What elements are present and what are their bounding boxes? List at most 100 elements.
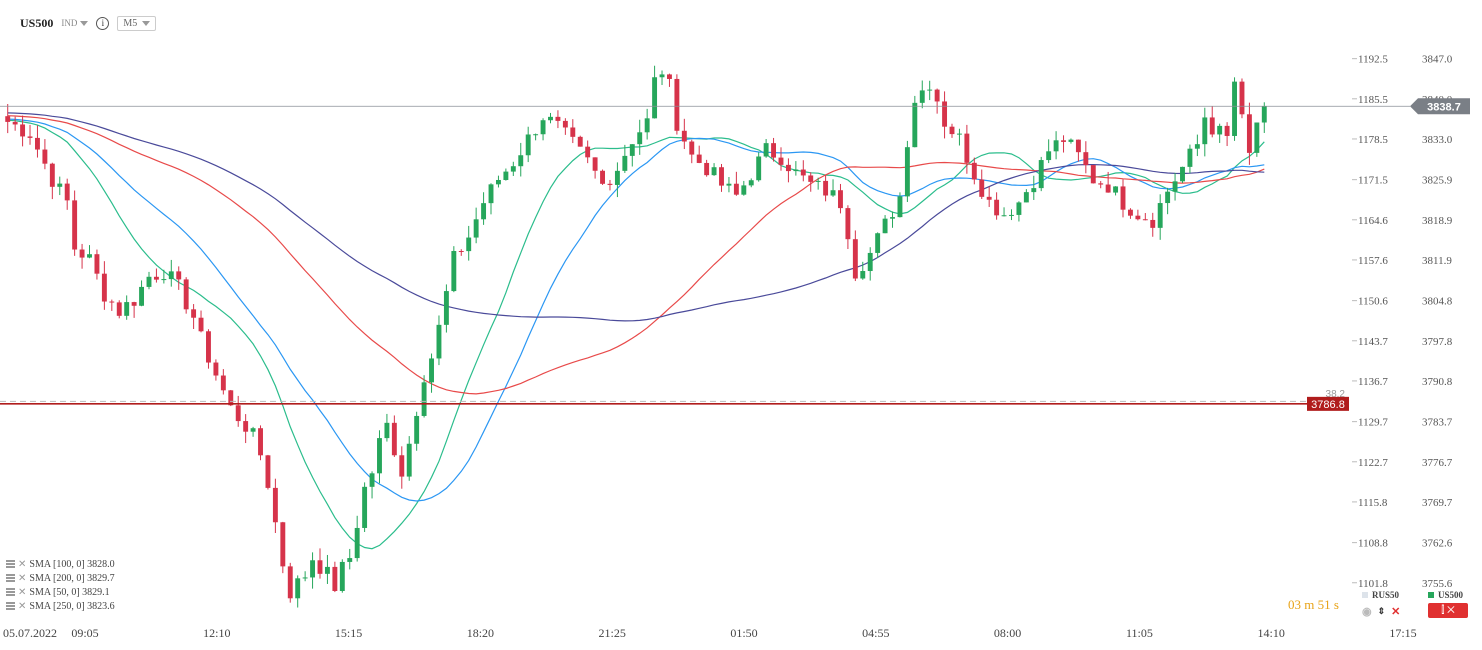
candle-body: [399, 455, 405, 477]
candle-body: [570, 127, 576, 137]
candle-body: [1016, 202, 1022, 215]
candle-body: [1150, 219, 1156, 228]
timeframe-select[interactable]: M5: [117, 15, 157, 31]
chevron-down-icon: [80, 20, 89, 26]
x-tick-label: 14:10: [1258, 626, 1285, 640]
candle-body: [845, 208, 851, 240]
candle-body: [1009, 214, 1014, 216]
compare-symbol-panel[interactable]: RUS50 ◉ ⇕ ✕: [1362, 590, 1400, 618]
candle-body: [243, 421, 249, 432]
y-tick-label-outer: 3818.9: [1422, 215, 1453, 227]
candle-body: [295, 578, 301, 599]
candle-body: [644, 118, 650, 133]
main-symbol-label: US500: [1438, 590, 1464, 600]
candle-body: [131, 302, 137, 306]
close-icon[interactable]: ✕: [18, 600, 27, 612]
candle-body: [942, 101, 948, 127]
candle-body: [919, 90, 925, 103]
chart-header: US500 IND i M5: [14, 12, 157, 34]
timeframe-label: M5: [123, 17, 138, 29]
candle-body: [756, 156, 762, 181]
candle-body: [503, 171, 509, 180]
candle-body: [139, 286, 145, 306]
close-icon[interactable]: ✕: [1391, 606, 1401, 618]
y-tick-label-inner: 1164.6: [1358, 215, 1388, 227]
candle-body: [808, 175, 814, 182]
candle-body: [726, 183, 732, 186]
candle-body: [1068, 139, 1074, 142]
candles: [5, 65, 1267, 608]
settings-icon[interactable]: [6, 602, 15, 610]
candle-body: [369, 473, 375, 487]
candle-body: [1209, 117, 1215, 135]
candle-body: [555, 116, 561, 121]
y-tick-label-inner: 1178.5: [1358, 134, 1388, 146]
candle-body: [793, 169, 799, 172]
main-symbol-panel[interactable]: US500: [1428, 590, 1463, 600]
axes: 1192.53847.01185.53840.01178.53833.01171…: [3, 54, 1453, 640]
legend-item[interactable]: ✕ SMA [50, 0] 3829.1: [6, 585, 115, 599]
candle-body: [302, 577, 308, 579]
candle-body: [272, 487, 278, 523]
candle-body: [191, 309, 197, 318]
candle-body: [867, 252, 873, 272]
candle-body: [1202, 117, 1208, 145]
y-tick-label-inner: 1136.7: [1358, 376, 1388, 388]
candle-body: [525, 134, 531, 156]
candle-body: [146, 276, 152, 287]
x-tick-label: 01:50: [730, 626, 757, 640]
instrument-type[interactable]: IND: [61, 18, 89, 28]
candle-body: [64, 183, 70, 201]
candle-body: [533, 134, 539, 136]
y-tick-label-outer: 3811.9: [1422, 255, 1452, 267]
candle-body: [451, 251, 457, 292]
candle-body: [436, 324, 442, 359]
eye-icon[interactable]: ◉: [1362, 606, 1372, 618]
legend-item[interactable]: ✕ SMA [100, 0] 3828.0: [6, 557, 115, 571]
candle-body: [763, 143, 769, 157]
settings-icon[interactable]: [6, 588, 15, 596]
sort-icon[interactable]: ⇕: [1377, 606, 1386, 616]
y-tick-label-inner: 1157.6: [1358, 255, 1388, 267]
close-icon[interactable]: ✕: [18, 572, 27, 584]
legend-item[interactable]: ✕ SMA [200, 0] 3829.7: [6, 571, 115, 585]
candle-body: [696, 154, 702, 163]
x-tick-label: 05.07.2022: [3, 626, 57, 640]
candle-body: [704, 162, 710, 176]
instrument-type-label: IND: [61, 18, 78, 28]
close-icon[interactable]: ✕: [18, 586, 27, 598]
candle-body: [429, 358, 434, 383]
candle-countdown: 03 m 51 s: [1288, 597, 1339, 612]
candle-body: [473, 219, 479, 238]
y-tick-label-inner: 1129.7: [1358, 417, 1388, 429]
candle-body: [711, 167, 717, 176]
settings-icon[interactable]: [6, 574, 15, 582]
close-icon[interactable]: ✕: [18, 558, 27, 570]
x-tick-label: 04:55: [862, 626, 889, 640]
candle-body: [1061, 140, 1066, 142]
candle-body: [414, 415, 420, 444]
candle-body: [228, 390, 234, 406]
x-tick-label: 12:10: [203, 626, 230, 640]
candle-body: [287, 566, 293, 599]
candle-body: [57, 183, 63, 187]
candle-body: [206, 331, 211, 363]
info-icon[interactable]: i: [96, 16, 110, 30]
candle-body: [161, 279, 167, 281]
x-tick-label: 18:20: [467, 626, 494, 640]
legend-item[interactable]: ✕ SMA [250, 0] 3823.6: [6, 599, 115, 613]
y-tick-label-outer: 3762.6: [1422, 538, 1453, 550]
level-ratio-label: 38.2: [1326, 389, 1346, 400]
candle-body: [1046, 151, 1052, 161]
current-price-tag: [1410, 98, 1470, 115]
y-tick-label-outer: 3847.0: [1422, 54, 1453, 66]
settings-icon[interactable]: [6, 560, 15, 568]
candle-body: [488, 184, 494, 204]
symbol-name[interactable]: US500: [20, 15, 54, 30]
candle-body: [377, 438, 382, 474]
remove-series-button[interactable]: ⫿ ✕: [1428, 603, 1468, 618]
candle-body: [585, 146, 591, 158]
candle-body: [548, 116, 553, 121]
candle-body: [1246, 114, 1252, 153]
